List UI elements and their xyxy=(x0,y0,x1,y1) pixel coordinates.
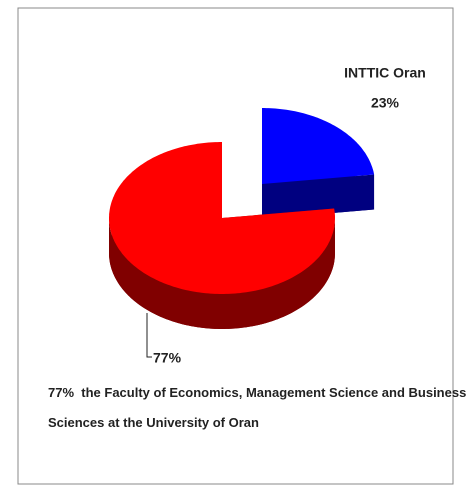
slice-value-label: 23% xyxy=(371,95,400,111)
slice-label: INTTIC Oran xyxy=(344,65,426,81)
slice-side xyxy=(109,218,335,329)
leader-line xyxy=(146,313,152,358)
slice xyxy=(109,142,335,294)
description-name: the Faculty of Economics, Management Sci… xyxy=(48,385,467,430)
slice-value-label: 77% xyxy=(153,350,182,366)
slice xyxy=(262,108,375,184)
slice-cut-face xyxy=(262,174,375,219)
pie xyxy=(109,108,375,329)
slice-description: 77% the Faculty of Economics, Management… xyxy=(48,378,468,438)
description-value: 77% xyxy=(48,385,75,400)
